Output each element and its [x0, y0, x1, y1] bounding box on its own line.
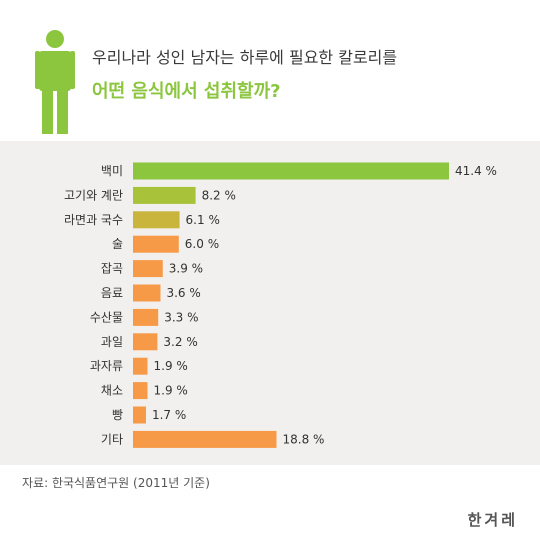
bar [133, 260, 163, 278]
value-label: 1.7 % [152, 408, 186, 422]
bar [133, 308, 159, 326]
value-label: 6.0 % [185, 237, 219, 251]
category-label: 백미 [101, 164, 123, 178]
category-label: 과일 [101, 335, 123, 349]
bar [133, 382, 148, 400]
bar [133, 186, 196, 204]
value-label: 1.9 % [154, 359, 188, 373]
bar [133, 162, 449, 180]
title-line-2: 어떤 음식에서 섭취할까? [92, 81, 281, 102]
category-label: 수산물 [90, 310, 123, 324]
bar [133, 211, 180, 229]
value-label: 1.9 % [154, 384, 188, 398]
value-label: 8.2 % [202, 188, 236, 202]
category-label: 술 [112, 237, 123, 251]
category-label: 과자류 [90, 359, 123, 373]
value-label: 18.8 % [282, 432, 324, 446]
source-note: 자료: 한국식품연구원 (2011년 기준) [22, 476, 210, 490]
bar [133, 430, 277, 448]
header: 우리나라 성인 남자는 하루에 필요한 칼로리를 어떤 음식에서 섭취할까? [0, 0, 540, 141]
value-label: 3.3 % [164, 310, 198, 324]
bar [133, 284, 161, 302]
category-label: 기타 [101, 432, 123, 446]
value-label: 41.4 % [455, 164, 497, 178]
category-label: 음료 [101, 286, 123, 300]
bar [133, 406, 146, 424]
bar [133, 333, 158, 351]
category-label: 잡곡 [101, 262, 123, 276]
value-label: 6.1 % [186, 213, 220, 227]
category-label: 고기와 계란 [64, 188, 123, 202]
value-label: 3.2 % [163, 335, 197, 349]
person-icon [35, 30, 75, 134]
chart-area: 백미 41.4 % 고기와 계란 8.2 % 라면과 국수 6.1 % 술 6.0 % 잡곡 3.… [0, 141, 540, 465]
bar-chart: 백미 41.4 % 고기와 계란 8.2 % 라면과 국수 6.1 % 술 6.0 % 잡곡 3.… [64, 162, 497, 448]
value-label: 3.9 % [169, 262, 203, 276]
bar [133, 235, 179, 253]
category-label: 빵 [112, 408, 123, 422]
category-label: 채소 [101, 384, 123, 398]
category-label: 라면과 국수 [64, 213, 123, 227]
bar [133, 357, 148, 375]
logo: 한겨레 [467, 511, 518, 529]
value-label: 3.6 % [166, 286, 200, 300]
title-line-1: 우리나라 성인 남자는 하루에 필요한 칼로리를 [92, 48, 398, 67]
